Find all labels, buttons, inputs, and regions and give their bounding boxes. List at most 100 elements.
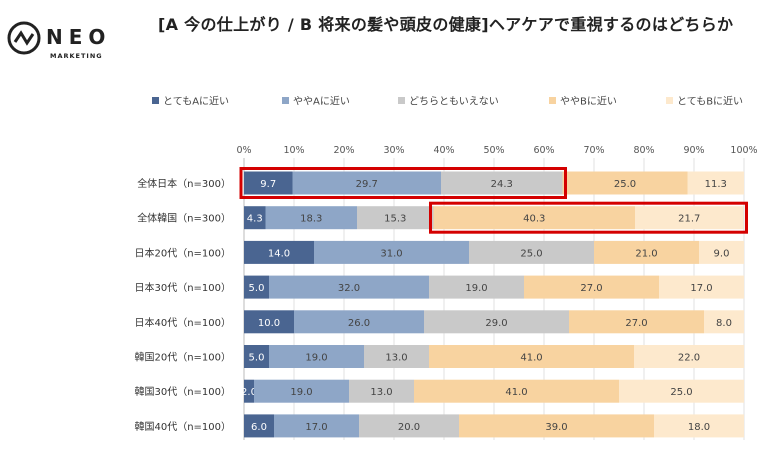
bar-segment <box>292 171 441 195</box>
bar-segment <box>433 206 635 230</box>
data-label: 8.0 <box>716 318 732 329</box>
bar-segment <box>294 310 424 334</box>
bar-segment <box>594 240 699 264</box>
data-label: 18.3 <box>300 214 322 225</box>
data-label: 40.3 <box>523 214 545 225</box>
data-label: 31.0 <box>380 248 402 259</box>
bar-segment <box>699 240 744 264</box>
data-label: 5.0 <box>249 353 265 364</box>
data-label: 17.0 <box>690 283 712 294</box>
data-label: 25.0 <box>614 179 636 190</box>
data-label: 41.0 <box>520 353 542 364</box>
legend-label: とてもBに近い <box>677 95 743 108</box>
data-label: 20.0 <box>398 422 420 433</box>
x-tick-label: 20% <box>333 145 354 156</box>
data-label: 5.0 <box>249 283 265 294</box>
data-label: 2.0 <box>241 387 257 398</box>
data-label: 21.0 <box>635 248 657 259</box>
bar-segment <box>269 345 364 368</box>
neo-marketing-logo: NEO MARKETING <box>7 21 111 60</box>
bar-segment <box>469 240 594 264</box>
bar-segment <box>244 171 293 195</box>
bar-segment <box>244 240 314 264</box>
bar-segment <box>634 345 744 368</box>
data-label: 9.7 <box>260 179 276 190</box>
data-label: 19.0 <box>465 283 487 294</box>
bar-segment <box>244 310 294 334</box>
category-label: 日本20代（n=100） <box>134 246 231 259</box>
bar-segment <box>274 414 359 438</box>
highlight-box <box>429 201 748 234</box>
bar-segment <box>314 240 469 264</box>
bar-segment <box>349 379 414 403</box>
x-tick-label: 10% <box>283 145 304 156</box>
data-label: 22.0 <box>678 353 700 364</box>
bar-segment <box>244 414 274 438</box>
bar-segment <box>364 345 429 368</box>
bar-segment <box>441 171 563 195</box>
bar-segment <box>414 379 619 403</box>
bar-segment <box>704 310 744 334</box>
category-label: 全体日本（n=300） <box>137 177 231 190</box>
data-label: 13.0 <box>370 387 392 398</box>
x-tick-label: 60% <box>533 145 554 156</box>
data-label: 19.0 <box>290 387 312 398</box>
data-label: 39.0 <box>545 422 567 433</box>
bar-segment <box>244 345 269 368</box>
bar-segment <box>654 414 744 438</box>
data-label: 9.0 <box>714 248 730 259</box>
data-label: 14.0 <box>268 248 290 259</box>
data-label: 27.0 <box>580 283 602 294</box>
data-label: 4.3 <box>247 214 263 225</box>
bar-segment <box>687 171 744 195</box>
bar-segment <box>429 275 524 299</box>
data-label: 29.7 <box>356 179 378 190</box>
data-label: 25.0 <box>520 248 542 259</box>
bar-segment <box>562 171 688 195</box>
category-label: 韓国40代（n=100） <box>134 421 231 433</box>
highlight-box <box>239 167 567 199</box>
data-label: 41.0 <box>505 387 527 398</box>
category-label: 韓国30代（n=100） <box>134 386 231 398</box>
category-label: 韓国20代（n=100） <box>134 352 231 364</box>
legend-label: ややAに近い <box>293 95 350 108</box>
legend-swatch <box>282 97 289 104</box>
data-label: 15.3 <box>384 214 406 225</box>
bar-segment <box>524 275 659 299</box>
category-label: 日本30代（n=100） <box>134 281 231 294</box>
bar-segment <box>244 275 269 299</box>
bar-segment <box>635 206 744 230</box>
data-label: 6.0 <box>251 422 267 433</box>
logo-sub-text: MARKETING <box>50 52 103 60</box>
x-tick-label: 70% <box>583 145 604 156</box>
bar-segment <box>244 379 254 403</box>
x-tick-label: 80% <box>633 145 654 156</box>
bar-segment <box>459 414 654 438</box>
bar-segment <box>569 310 704 334</box>
data-label: 32.0 <box>338 283 360 294</box>
data-label: 18.0 <box>688 422 710 433</box>
data-label: 13.0 <box>385 353 407 364</box>
x-tick-label: 40% <box>433 145 454 156</box>
bar-segment <box>359 414 459 438</box>
logo-brand-text: NEO <box>46 25 111 49</box>
legend-label: ややBに近い <box>560 95 617 108</box>
data-label: 17.0 <box>305 422 327 433</box>
legend-swatch <box>549 97 556 104</box>
bar-segment <box>269 275 429 299</box>
x-tick-label: 100% <box>730 145 757 156</box>
data-label: 19.0 <box>305 353 327 364</box>
bar-segment <box>429 345 634 368</box>
data-label: 21.7 <box>678 214 700 225</box>
data-label: 26.0 <box>348 318 370 329</box>
legend-label: とてもAに近い <box>163 95 229 108</box>
x-tick-label: 50% <box>483 145 504 156</box>
data-label: 27.0 <box>625 318 647 329</box>
bar-segment <box>619 379 744 403</box>
data-label: 10.0 <box>258 318 280 329</box>
legend-swatch <box>152 97 159 104</box>
data-label: 24.3 <box>491 179 513 190</box>
legend-swatch <box>398 97 405 104</box>
bar-segment <box>424 310 569 334</box>
